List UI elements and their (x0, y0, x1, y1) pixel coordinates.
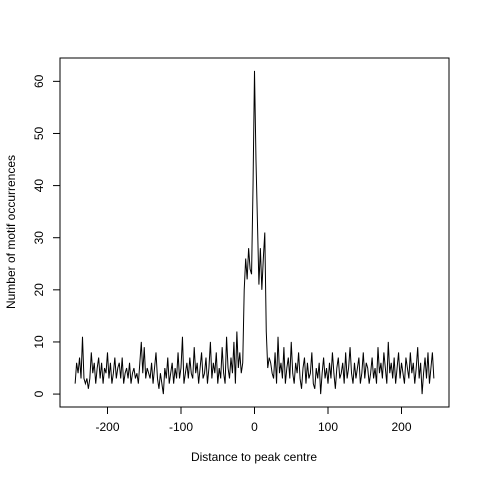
x-tick-label: -100 (169, 420, 193, 434)
x-tick-label: -200 (95, 420, 119, 434)
x-tick-label: 0 (251, 420, 258, 434)
y-tick-label: 10 (32, 335, 46, 349)
y-tick-label: 60 (32, 74, 46, 88)
data-line (74, 70, 435, 395)
y-tick-label: 40 (32, 179, 46, 193)
x-tick-label: 200 (391, 420, 411, 434)
x-axis-label: Distance to peak centre (191, 450, 317, 464)
y-tick-label: 30 (32, 231, 46, 245)
x-tick-label: 100 (318, 420, 338, 434)
y-tick-label: 50 (32, 126, 46, 140)
y-tick-label: 20 (32, 283, 46, 297)
y-tick-label: 0 (32, 390, 46, 397)
y-axis-label: Number of motif occurrences (4, 155, 18, 309)
